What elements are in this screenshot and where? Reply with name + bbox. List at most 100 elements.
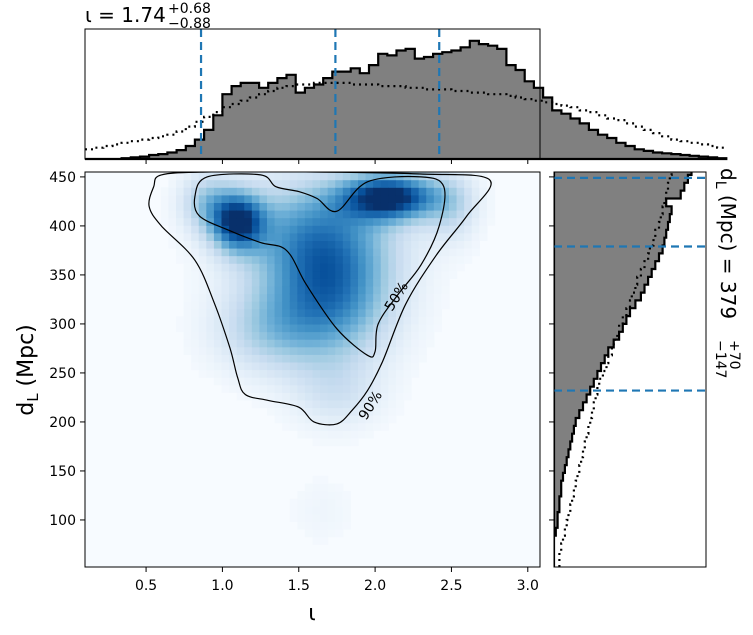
density-cell xyxy=(373,285,382,295)
density-cell xyxy=(335,506,344,515)
density-cell xyxy=(259,194,268,203)
density-cell xyxy=(198,217,207,226)
density-cell xyxy=(259,179,268,188)
density-cell xyxy=(433,187,443,196)
density-cell xyxy=(342,263,352,272)
density-cell xyxy=(441,179,450,188)
density-cell xyxy=(342,415,352,424)
density-cell xyxy=(395,354,405,363)
density-cell xyxy=(236,194,245,203)
density-cell xyxy=(403,247,412,257)
density-cell xyxy=(365,278,374,287)
density-cell xyxy=(358,270,367,279)
y-axis-label: dL (Mpc) xyxy=(14,324,42,416)
density-cell xyxy=(380,217,389,226)
density-cell xyxy=(388,263,397,272)
density-cell xyxy=(395,240,405,249)
density-cell xyxy=(320,339,329,348)
density-cell xyxy=(236,369,245,378)
density-cell xyxy=(395,316,405,325)
x-tick-label: 0.5 xyxy=(135,578,157,594)
density-cell xyxy=(229,285,238,295)
density-cell xyxy=(259,202,268,211)
density-cell xyxy=(259,263,268,272)
density-cell xyxy=(282,331,291,340)
density-cell xyxy=(335,316,344,325)
density-cell xyxy=(395,308,405,317)
density-cell xyxy=(312,529,321,538)
density-cell xyxy=(198,361,207,371)
density-cell xyxy=(236,301,245,310)
density-cell xyxy=(320,346,329,355)
density-cell xyxy=(259,285,268,295)
density-cell xyxy=(221,278,230,287)
density-cell xyxy=(282,232,291,241)
density-cell xyxy=(229,187,238,196)
density-cell xyxy=(221,354,230,363)
density-cell xyxy=(380,377,389,386)
density-cell xyxy=(274,194,283,203)
x-tick-label: 2.5 xyxy=(440,578,462,594)
density-cell xyxy=(274,308,283,317)
density-cell xyxy=(411,194,420,203)
density-cell xyxy=(251,392,261,401)
density-cell xyxy=(320,498,329,507)
density-cell xyxy=(274,369,283,378)
distance-upper-error: +70 xyxy=(726,340,742,370)
density-cell xyxy=(183,285,192,295)
density-cell xyxy=(479,187,488,196)
density-cell xyxy=(441,301,450,310)
density-cell xyxy=(358,407,367,416)
density-cell xyxy=(388,179,397,188)
density-cell xyxy=(312,285,321,295)
density-cell xyxy=(297,384,306,393)
density-cell xyxy=(282,316,291,325)
density-cell xyxy=(251,172,261,181)
density-cell xyxy=(380,293,389,302)
density-cell xyxy=(244,187,253,196)
density-cell xyxy=(213,285,223,295)
density-cell xyxy=(297,331,306,340)
density-cell xyxy=(411,263,420,272)
density-cell xyxy=(289,377,298,386)
density-cell xyxy=(403,209,412,219)
density-cell xyxy=(297,202,306,211)
density-cell xyxy=(456,255,465,264)
density-cell xyxy=(213,172,223,181)
density-cell xyxy=(312,293,321,302)
density-cell xyxy=(342,240,352,249)
density-cell xyxy=(274,247,283,257)
density-cell xyxy=(342,194,352,203)
density-cell xyxy=(297,506,306,515)
density-cell xyxy=(221,339,230,348)
density-cell xyxy=(441,232,450,241)
density-cell xyxy=(289,202,298,211)
density-cell xyxy=(373,187,382,196)
density-cell xyxy=(312,536,321,545)
density-cell xyxy=(236,392,245,401)
density-cell xyxy=(251,247,261,257)
density-cell xyxy=(236,247,245,257)
density-cell xyxy=(289,415,298,424)
density-cell xyxy=(198,354,207,363)
density-cell xyxy=(274,255,283,264)
density-cell xyxy=(297,369,306,378)
density-cell xyxy=(267,339,276,348)
density-cell xyxy=(183,225,192,234)
density-cell xyxy=(464,194,473,203)
density-cell xyxy=(365,172,374,181)
density-cell xyxy=(342,316,352,325)
density-cell xyxy=(274,384,283,393)
density-cell xyxy=(479,179,488,188)
density-cell xyxy=(229,270,238,279)
density-cell xyxy=(251,308,261,317)
density-cell xyxy=(365,285,374,295)
density-cell xyxy=(282,308,291,317)
density-cell xyxy=(426,316,435,325)
density-cell xyxy=(297,513,306,523)
density-cell xyxy=(183,331,192,340)
density-cell xyxy=(297,293,306,302)
density-cell xyxy=(244,225,253,234)
density-cell xyxy=(449,270,458,279)
density-cell xyxy=(320,263,329,272)
